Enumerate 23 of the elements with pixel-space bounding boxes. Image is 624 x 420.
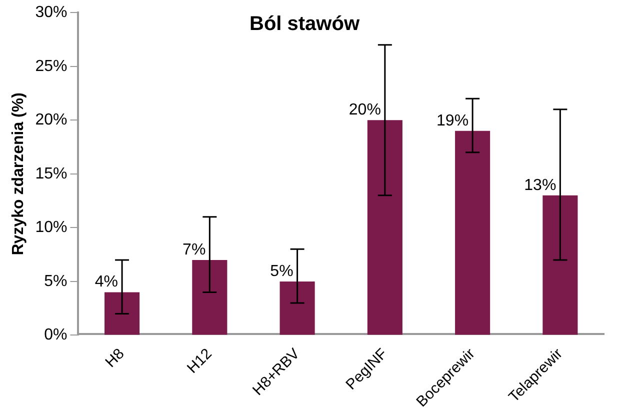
y-axis-title: Ryzyko zdarzenia (%) [10, 92, 28, 256]
y-tick-label: 25% [35, 58, 68, 75]
y-tick-label: 30% [35, 4, 68, 22]
y-tick-label: 20% [35, 112, 68, 129]
x-tick-label: H12 [184, 345, 216, 377]
data-label: 19% [436, 112, 469, 130]
y-tick-label: 10% [35, 219, 68, 236]
bar [280, 281, 315, 335]
data-label: 5% [270, 262, 294, 280]
y-tick-label: 5% [44, 272, 68, 290]
bar [192, 260, 228, 335]
bar [542, 195, 578, 335]
y-tick-label: 0% [44, 326, 68, 344]
bar [367, 120, 402, 335]
data-label: 7% [182, 241, 206, 258]
x-tick-label: H8 [102, 345, 128, 371]
data-label: 13% [524, 176, 556, 194]
bar [455, 130, 490, 335]
y-tick-label: 15% [35, 165, 68, 182]
bar [104, 292, 140, 335]
data-label: 4% [94, 274, 118, 291]
chart-title: Ból stawów [249, 13, 360, 36]
data-label: 20% [348, 102, 381, 119]
